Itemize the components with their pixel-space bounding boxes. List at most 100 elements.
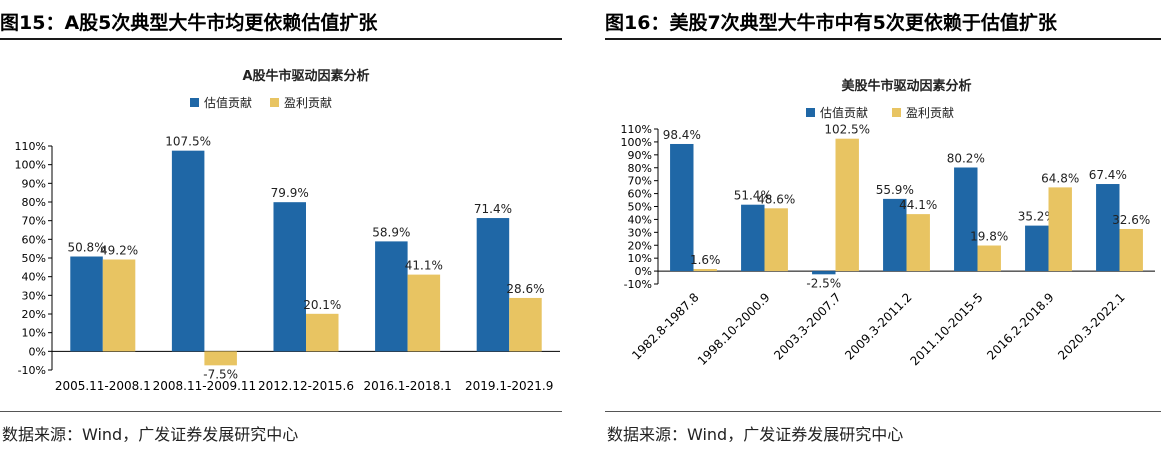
chart-title: A股牛市驱动因素分析	[242, 68, 369, 84]
y-tick-label: 90%	[628, 149, 652, 162]
x-category-label: 2019.1-2021.9	[465, 379, 553, 393]
legend-label-valuation: 估值贡献	[204, 95, 252, 110]
bar-earnings	[693, 269, 717, 272]
data-label-earnings: 28.6%	[506, 282, 544, 296]
figure-title: 图15：A股5次典型大牛市均更依赖估值扩张	[0, 12, 378, 34]
y-tick-label: 80%	[628, 162, 652, 175]
x-category-label: 2016.2-2018.9	[984, 290, 1056, 362]
x-category-label: 1982.8-1987.8	[629, 290, 701, 362]
data-label-valuation: 50.8%	[67, 241, 105, 255]
y-tick-label: 100%	[621, 136, 652, 149]
data-label-valuation: 98.4%	[663, 128, 701, 142]
data-label-earnings: 19.8%	[970, 230, 1008, 244]
data-source-note: 数据来源：Wind，广发证券发展研究中心	[2, 425, 299, 444]
y-tick-label: 60%	[22, 233, 46, 246]
x-category-label: 2009.3-2011.2	[842, 290, 914, 362]
bar-earnings	[407, 274, 441, 352]
figure-left: 图15：A股5次典型大牛市均更依赖估值扩张 A股牛市驱动因素分析估值贡献 盈利贡献…	[0, 0, 562, 453]
bar-valuation	[883, 198, 907, 272]
data-label-earnings: 44.1%	[899, 198, 937, 212]
bar-valuation	[1096, 184, 1120, 272]
y-tick-label: 50%	[628, 201, 652, 214]
x-category-label: 2012.12-2015.6	[258, 379, 354, 393]
y-tick-label: 110%	[621, 123, 652, 136]
bar-valuation	[1025, 225, 1049, 272]
y-tick-label: 20%	[22, 308, 46, 321]
data-label-valuation: 51.4%	[734, 189, 772, 203]
data-label-earnings: 41.1%	[405, 259, 443, 273]
data-label-valuation: 71.4%	[474, 202, 512, 216]
data-label-valuation: 67.4%	[1089, 168, 1127, 182]
data-label-earnings: 64.8%	[1041, 171, 1079, 185]
source-rule	[0, 411, 562, 412]
y-tick-label: 0%	[29, 345, 46, 358]
y-tick-label: 40%	[22, 271, 46, 284]
legend: 估值贡献 盈利贡献	[190, 95, 332, 110]
bar-valuation	[171, 150, 205, 352]
x-category-label: 2005.11-2008.1	[55, 379, 151, 393]
legend: 估值贡献 盈利贡献	[806, 105, 954, 120]
data-label-valuation: 58.9%	[372, 225, 410, 239]
data-label-earnings: 48.6%	[757, 192, 795, 206]
bar-valuation	[670, 143, 694, 272]
bar-earnings	[906, 214, 930, 272]
bar-earnings	[835, 138, 859, 272]
legend-swatch-valuation	[806, 108, 815, 117]
legend-swatch-earnings	[270, 98, 279, 107]
bar-valuation	[954, 167, 978, 272]
x-category-label: 2008.11-2009.11	[153, 379, 257, 393]
x-category-label: 2016.1-2018.1	[363, 379, 451, 393]
y-tick-label: 20%	[628, 239, 652, 252]
data-label-valuation: 55.9%	[876, 183, 914, 197]
y-tick-label: 70%	[22, 215, 46, 228]
y-tick-label: 0%	[635, 265, 652, 278]
data-label-valuation: 107.5%	[165, 135, 211, 149]
y-tick-label: 70%	[628, 175, 652, 188]
y-tick-label: 30%	[628, 226, 652, 239]
y-tick-label: 60%	[628, 188, 652, 201]
figure-right: 图16：美股7次典型大牛市中有5次更依赖于估值扩张 美股牛市驱动因素分析估值贡献…	[605, 0, 1161, 453]
x-category-label: 1998.10-2000.9	[695, 290, 773, 368]
y-tick-label: -10%	[624, 278, 652, 291]
y-tick-label: 110%	[15, 140, 46, 153]
y-tick-label: 40%	[628, 213, 652, 226]
data-label-valuation: 80.2%	[947, 151, 985, 165]
y-tick-label: 80%	[22, 196, 46, 209]
data-source-note: 数据来源：Wind，广发证券发展研究中心	[607, 425, 904, 444]
title-rule	[605, 38, 1161, 40]
y-tick-label: 30%	[22, 289, 46, 302]
bar-earnings	[1048, 187, 1072, 272]
bar-valuation	[70, 256, 103, 352]
title-rule	[0, 38, 562, 40]
data-label-earnings: 102.5%	[824, 123, 870, 137]
bar-earnings	[509, 297, 542, 352]
bar-valuation	[741, 204, 765, 272]
bar-earnings	[977, 245, 1001, 272]
legend-swatch-valuation	[190, 98, 199, 107]
bar-valuation	[812, 271, 836, 275]
data-label-valuation: 79.9%	[271, 186, 309, 200]
y-tick-label: 50%	[22, 252, 46, 265]
figure-title: 图16：美股7次典型大牛市中有5次更依赖于估值扩张	[605, 12, 1057, 34]
data-label-earnings: -7.5%	[203, 367, 238, 381]
data-label-valuation: -2.5%	[806, 276, 841, 290]
legend-label-earnings: 盈利贡献	[906, 105, 954, 120]
data-label-earnings: 20.1%	[303, 298, 341, 312]
data-label-valuation: 35.2%	[1018, 210, 1056, 224]
y-tick-label: 10%	[22, 327, 46, 340]
x-category-label: 2003.3-2007.7	[771, 290, 843, 362]
bar-earnings	[1119, 228, 1143, 272]
chart-title: 美股牛市驱动因素分析	[841, 78, 971, 94]
y-tick-label: 100%	[15, 159, 46, 172]
bar-valuation	[273, 202, 306, 352]
legend-label-valuation: 估值贡献	[820, 105, 868, 120]
y-tick-label: 10%	[628, 252, 652, 265]
source-rule	[605, 411, 1161, 412]
y-tick-label: -10%	[18, 364, 46, 377]
bar-earnings	[764, 208, 788, 272]
bar-valuation	[375, 241, 408, 352]
x-category-label: 2011.10-2015-5	[908, 290, 986, 368]
legend-label-earnings: 盈利贡献	[284, 95, 332, 110]
